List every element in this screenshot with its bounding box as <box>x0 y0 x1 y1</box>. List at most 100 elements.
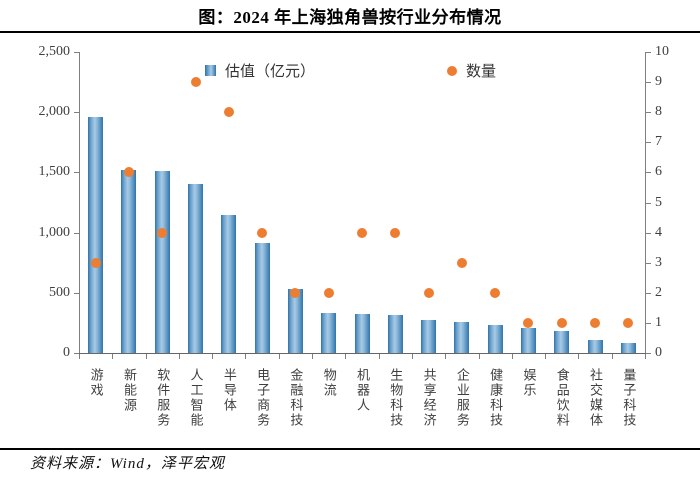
category-label: 物流 <box>321 368 337 398</box>
x-axis-tick <box>245 354 247 359</box>
right-axis-tick <box>646 353 651 354</box>
right-axis-tick <box>646 202 651 204</box>
category-label: 共享经济 <box>421 368 437 428</box>
right-axis-tick-label: 1 <box>655 314 662 330</box>
count-dot <box>390 227 401 238</box>
left-axis-tick <box>74 52 79 53</box>
left-axis-tick-label: 2,500 <box>38 44 71 59</box>
right-axis-tick-label: 7 <box>655 134 662 150</box>
count-dot <box>357 227 367 238</box>
bar <box>487 324 503 353</box>
x-axis-tick <box>178 354 180 359</box>
right-axis-tick <box>646 322 651 324</box>
left-axis-tick <box>74 232 79 234</box>
count-dot <box>590 317 601 328</box>
right-axis-tick-label: 9 <box>655 74 662 90</box>
category-label: 量子科技 <box>621 368 637 428</box>
right-axis-tick <box>646 142 651 144</box>
category-label: 健康科技 <box>488 368 504 428</box>
x-axis-tick <box>578 354 580 359</box>
right-axis-tick <box>646 52 651 53</box>
x-axis-tick <box>312 354 314 359</box>
category-label: 机器人 <box>355 368 370 413</box>
x-axis-tick <box>478 354 480 359</box>
left-axis-tick-label: 2,000 <box>38 104 71 120</box>
right-axis-tick-label: 5 <box>655 194 662 210</box>
right-axis-tick <box>646 292 651 294</box>
footer-divider <box>0 448 700 450</box>
legend-label-valuation: 估值（亿元） <box>225 64 316 80</box>
x-axis-tick <box>145 354 147 359</box>
count-dot <box>490 287 501 298</box>
right-axis-tick <box>646 262 651 264</box>
left-axis-tick <box>74 172 79 174</box>
dot-series-swatch-icon <box>447 65 457 76</box>
count-dot <box>456 257 467 268</box>
category-label: 娱乐 <box>521 368 537 398</box>
x-axis-tick <box>545 354 547 359</box>
count-dot <box>257 227 268 238</box>
bar <box>287 289 303 353</box>
bar <box>254 243 270 353</box>
right-axis-tick <box>646 172 651 174</box>
category-label: 食品饮料 <box>554 368 570 428</box>
bar <box>421 319 437 353</box>
x-axis-tick <box>411 354 413 359</box>
source-note: 资料来源：Wind，泽平宏观 <box>30 456 225 472</box>
category-label: 新能源 <box>121 368 137 413</box>
legend-item-count: 数量 <box>447 60 496 81</box>
category-label: 软件服务 <box>155 368 171 428</box>
y-axis-right-line <box>645 52 646 353</box>
bar <box>620 343 636 353</box>
count-dot <box>290 287 301 298</box>
plot-area: 0 500 1,000 1,500 2,000 2,500 0 1 2 3 4 5 6 7 8 9 10 游戏 新能… <box>0 33 700 448</box>
bar-series-swatch-icon <box>205 65 216 76</box>
right-axis-tick-label: 4 <box>655 224 662 240</box>
left-axis-tick-label: 0 <box>63 345 70 360</box>
left-axis-tick-label: 500 <box>49 284 70 300</box>
bar <box>354 313 370 353</box>
x-axis-tick <box>79 354 80 359</box>
right-axis-tick-label: 10 <box>655 44 669 59</box>
x-axis-line <box>79 353 646 354</box>
y-axis-left-line <box>79 52 80 353</box>
bar <box>88 117 104 353</box>
x-axis-tick <box>511 354 513 359</box>
right-axis-tick <box>646 112 651 114</box>
left-axis-tick-label: 1,500 <box>38 164 71 180</box>
left-axis-tick <box>74 353 79 354</box>
count-dot <box>157 227 168 238</box>
bar <box>221 214 237 353</box>
bar <box>587 340 603 353</box>
count-dot <box>223 107 234 118</box>
count-dot <box>556 317 567 328</box>
count-dot <box>123 167 134 178</box>
x-axis-tick <box>212 354 214 359</box>
count-dot <box>523 317 534 328</box>
category-label: 游戏 <box>88 368 104 398</box>
right-axis-tick-label: 0 <box>655 345 662 360</box>
category-label: 人工智能 <box>188 368 204 428</box>
count-dot <box>623 317 634 328</box>
right-axis-tick-label: 6 <box>655 164 662 180</box>
right-axis-tick-label: 2 <box>655 284 662 300</box>
bar <box>554 331 570 353</box>
x-axis-tick <box>645 354 646 359</box>
page-title: 图：2024 年上海独角兽按行业分布情况 <box>198 8 502 27</box>
x-axis-tick <box>611 354 613 359</box>
left-axis-tick-label: 1,000 <box>38 224 71 240</box>
bar <box>454 322 470 353</box>
right-axis-tick-label: 3 <box>655 254 662 270</box>
bar <box>121 169 137 353</box>
bar <box>520 327 536 353</box>
category-label: 半导体 <box>221 368 237 413</box>
combo-chart: 估值（亿元） 数量 0 500 1,000 1,500 2,000 2,500 0 1 2 3 4 5… <box>0 33 700 448</box>
right-axis-tick <box>646 232 651 234</box>
left-axis-tick <box>74 112 79 114</box>
bar <box>154 170 170 353</box>
bar <box>387 315 403 353</box>
bar <box>321 313 337 353</box>
x-axis-tick <box>378 354 380 359</box>
legend-item-valuation: 估值（亿元） <box>205 60 315 81</box>
category-label: 企业服务 <box>454 368 470 428</box>
